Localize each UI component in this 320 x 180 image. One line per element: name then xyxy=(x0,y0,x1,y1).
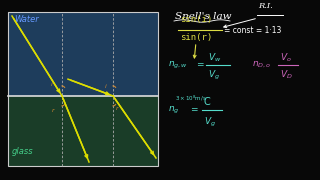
Text: $n_{D,o}$: $n_{D,o}$ xyxy=(252,60,271,70)
Text: $V_g$: $V_g$ xyxy=(208,68,220,82)
Text: $V_D$: $V_D$ xyxy=(280,69,293,81)
Text: r: r xyxy=(52,108,55,113)
Text: glass: glass xyxy=(12,147,34,156)
Text: $3\times10^8$m/s: $3\times10^8$m/s xyxy=(175,93,207,103)
Text: =: = xyxy=(190,105,197,114)
Text: $V_w$: $V_w$ xyxy=(208,52,221,64)
Text: sin(i): sin(i) xyxy=(180,15,212,24)
Text: $n_{g,w}$: $n_{g,w}$ xyxy=(168,59,188,71)
Text: =: = xyxy=(196,60,204,69)
Text: = const = 1·13: = const = 1·13 xyxy=(224,26,281,35)
Text: C: C xyxy=(204,97,211,107)
Text: R.I.: R.I. xyxy=(258,2,273,10)
Text: r: r xyxy=(116,106,119,111)
Bar xyxy=(8,12,158,96)
Text: $V_g$: $V_g$ xyxy=(204,115,216,129)
Text: i: i xyxy=(51,82,53,87)
Text: $V_o$: $V_o$ xyxy=(280,52,292,64)
Text: $n_g$: $n_g$ xyxy=(168,104,180,116)
Bar xyxy=(8,12,158,166)
Text: Snell's law: Snell's law xyxy=(175,12,231,21)
Bar xyxy=(8,96,158,166)
Text: i: i xyxy=(105,84,107,89)
Text: sin(r): sin(r) xyxy=(180,33,212,42)
Text: Water: Water xyxy=(14,15,39,24)
